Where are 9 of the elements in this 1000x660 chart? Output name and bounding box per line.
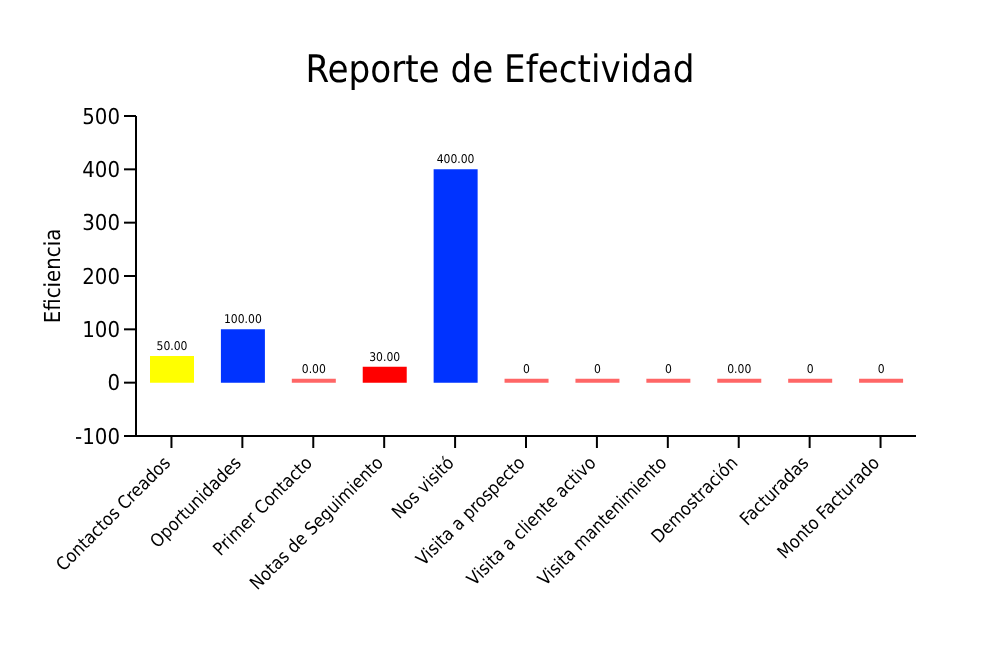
y-tick-label: 100 — [82, 317, 120, 344]
y-tick-label: 200 — [82, 263, 120, 290]
y-tick-label: 500 — [82, 103, 120, 130]
y-tick-label: 0 — [107, 370, 120, 397]
y-tick-label: 300 — [82, 210, 120, 237]
y-axis-title: Eficiencia — [39, 228, 66, 324]
chart-title: Reporte de Efectividad — [303, 48, 697, 96]
y-tick-label: -100 — [75, 423, 120, 450]
y-tick-label: 400 — [82, 157, 120, 184]
